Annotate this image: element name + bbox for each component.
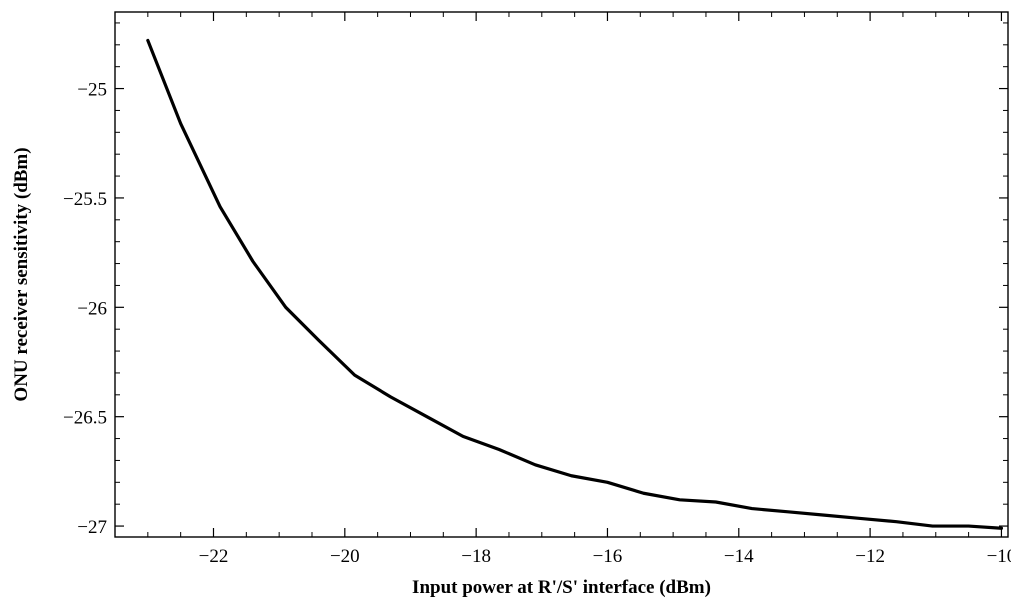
x-tick-label: −16 [593,546,623,567]
x-tick-labels: −22 −20 −18 −16 −14 −12 −10 [199,546,1011,567]
x-tick-label: −22 [199,546,229,567]
x-axis-label: Input power at R'/S' interface (dBm) [412,577,711,598]
y-axis-label: ONU receiver sensitivity (dBm) [11,147,32,401]
y-tick-label: −27 [77,517,107,538]
x-tick-label: −20 [330,546,360,567]
series-layer [146,38,1004,530]
y-tick-label: −25 [77,80,107,101]
x-tick-label: −12 [855,546,885,567]
x-tick-label: −10 [987,546,1011,567]
plot-frame [114,11,1009,538]
y-tick-label: −26 [77,298,107,319]
y-tick-label: −25.5 [63,189,107,210]
y-tick-labels: −25 −25.5 −26 −26.5 −27 [63,80,107,539]
x-tick-label: −14 [724,546,754,567]
y-tick-label: −26.5 [63,408,107,429]
series-line [146,38,1004,530]
x-tick-label: −18 [461,546,491,567]
axis-ticks [114,12,1008,537]
